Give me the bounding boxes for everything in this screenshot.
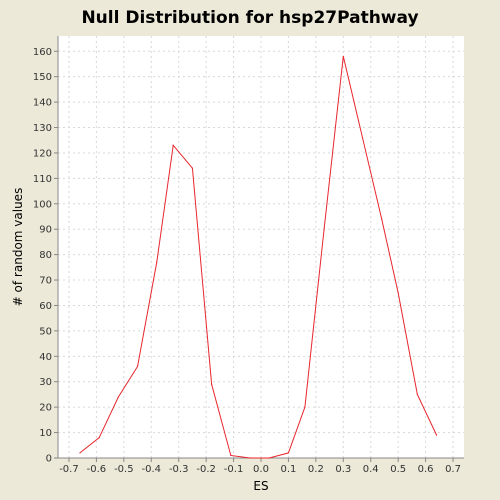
- data-point: [323, 228, 325, 230]
- series-line: [79, 56, 438, 459]
- x-tick-label: -0.6: [87, 464, 107, 475]
- y-tick-label: 0: [46, 454, 52, 465]
- data-point: [79, 452, 81, 454]
- tick-labels: 0 10 20 30 40 50 60 70 80 90 100 110 120 130 140 150 160…: [33, 47, 461, 475]
- y-tick-label: 70: [39, 276, 52, 287]
- x-axis-label: ES: [253, 479, 268, 493]
- x-tick-label: -0.2: [196, 464, 216, 475]
- data-point: [249, 457, 251, 459]
- y-tick-label: 60: [39, 301, 52, 312]
- data-point: [416, 393, 418, 396]
- data-point: [230, 454, 232, 457]
- x-tick-label: 0.4: [363, 464, 379, 475]
- grid: [58, 36, 464, 459]
- chart-title: Null Distribution for hsp27Pathway: [81, 8, 418, 28]
- y-tick-label: 150: [33, 72, 52, 83]
- x-tick-label: -0.3: [169, 464, 189, 475]
- y-tick-label: 10: [39, 428, 52, 439]
- data-point: [117, 396, 119, 398]
- y-tick-label: 50: [39, 326, 52, 337]
- y-tick-label: 140: [33, 98, 52, 109]
- series-layer: [79, 55, 438, 459]
- y-tick-label: 110: [33, 174, 52, 185]
- y-tick-label: 130: [33, 123, 52, 134]
- data-point: [156, 261, 158, 263]
- y-tick-label: 80: [39, 250, 52, 261]
- x-tick-label: 0.3: [335, 464, 351, 475]
- data-point: [342, 55, 344, 57]
- x-tick-label: -0.1: [224, 464, 244, 475]
- data-point: [397, 292, 399, 294]
- x-tick-label: 0.1: [280, 464, 296, 475]
- y-tick-label: 30: [39, 377, 52, 388]
- y-tick-label: 120: [33, 148, 52, 159]
- x-tick-label: -0.7: [59, 464, 79, 475]
- x-tick-label: 0.0: [253, 464, 269, 475]
- data-point: [435, 434, 438, 436]
- x-tick-label: -0.5: [114, 464, 134, 475]
- y-tick-label: 160: [33, 47, 52, 58]
- data-point: [98, 437, 100, 439]
- x-tick-label: 0.7: [445, 464, 461, 475]
- x-tick-label: 0.6: [418, 464, 434, 475]
- x-tick-label: 0.2: [308, 464, 324, 475]
- data-point: [304, 406, 306, 408]
- y-tick-label: 90: [39, 225, 52, 236]
- data-point: [172, 144, 174, 146]
- data-point: [211, 383, 213, 385]
- y-tick-label: 20: [39, 403, 52, 414]
- data-point: [381, 218, 383, 220]
- data-point: [361, 137, 364, 139]
- data-point: [268, 457, 270, 459]
- y-tick-label: 40: [39, 352, 52, 363]
- y-axis-label: # of random values: [11, 188, 25, 307]
- x-tick-label: -0.4: [142, 464, 162, 475]
- data-point: [136, 365, 139, 368]
- y-tick-label: 100: [33, 199, 52, 210]
- x-tick-label: 0.5: [390, 464, 406, 475]
- data-point: [287, 452, 290, 454]
- data-point: [191, 167, 194, 169]
